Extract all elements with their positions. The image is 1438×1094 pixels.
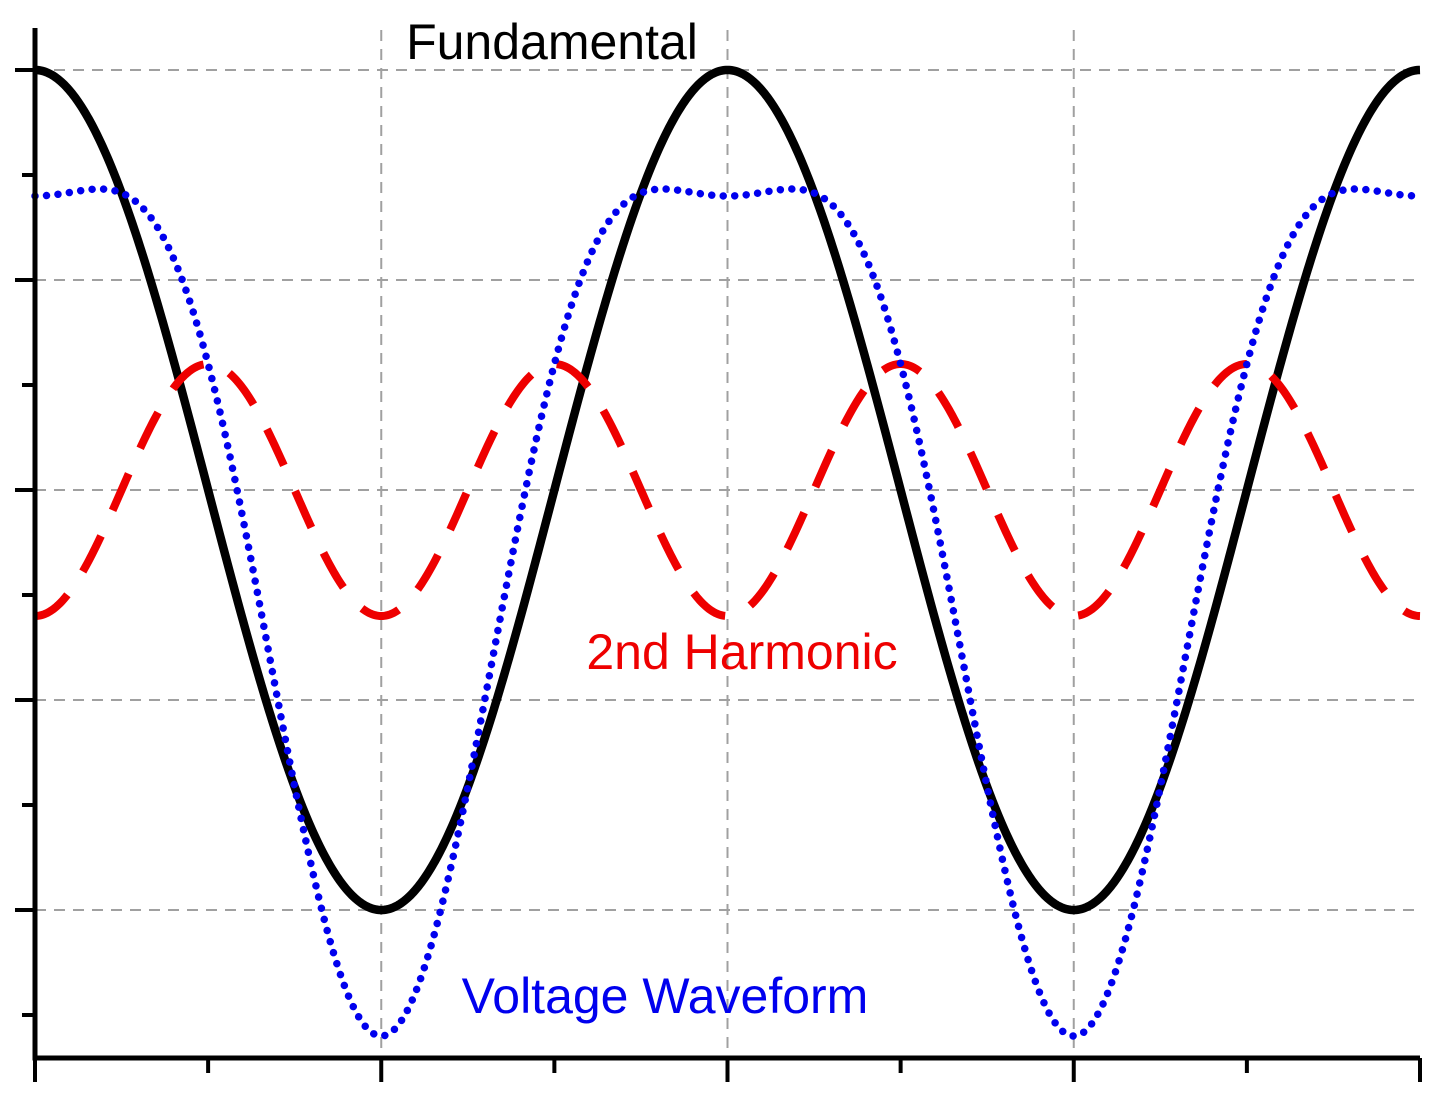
gridlines	[35, 30, 1420, 1058]
curve-fundamental	[34, 65, 1421, 915]
axes	[32, 28, 1420, 1061]
label-voltage-waveform: Voltage Waveform	[461, 968, 869, 1024]
label-fundamental: Fundamental	[406, 14, 698, 70]
curve-second-harmonic	[34, 360, 1421, 621]
curve-voltage-waveform	[31, 185, 1424, 1040]
label-2nd-harmonic: 2nd Harmonic	[586, 624, 898, 680]
axis-ticks	[15, 68, 1422, 1082]
